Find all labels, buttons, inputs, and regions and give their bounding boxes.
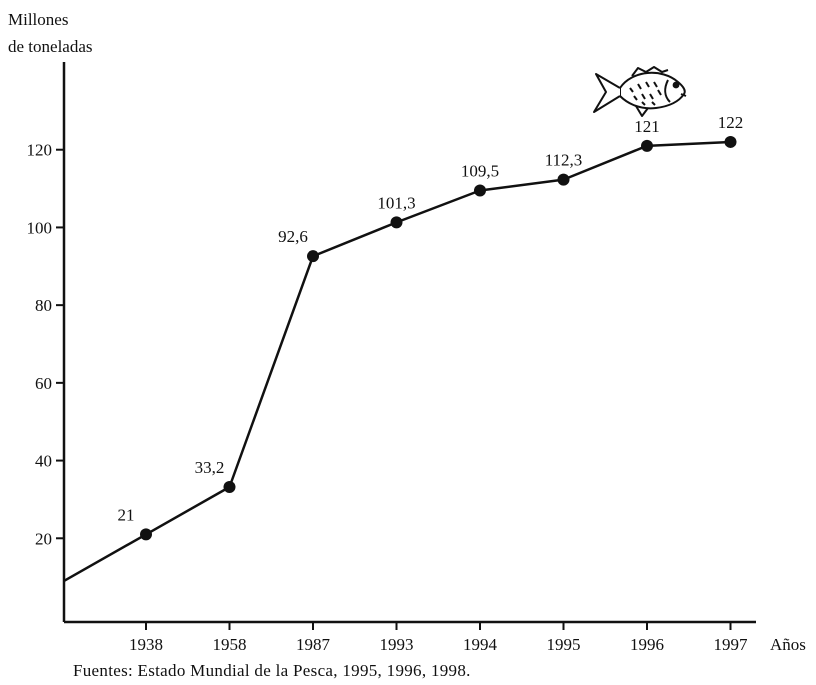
data-point	[390, 216, 403, 229]
data-point	[223, 480, 236, 493]
x-axis-title: Años	[770, 635, 806, 654]
data-point	[557, 173, 570, 186]
x-tick-label: 1997	[714, 635, 749, 654]
data-label: 33,2	[195, 458, 225, 477]
data-point	[140, 528, 152, 541]
x-tick-label: 1993	[380, 635, 414, 654]
x-ticks: 1938 1958 1987 1993 1994 1995 1996 1997	[129, 622, 748, 654]
data-point	[724, 135, 737, 148]
fish-icon	[593, 66, 687, 117]
data-label: 21	[118, 505, 135, 524]
x-tick-label: 1995	[547, 635, 581, 654]
data-point	[307, 250, 319, 263]
y-tick-label: 100	[27, 218, 53, 237]
data-point	[474, 184, 486, 197]
y-tick-label: 80	[35, 296, 52, 315]
x-tick-label: 1938	[129, 635, 163, 654]
series-line-group: 21 33,2 92,6 101,3 109,5 112,3 121 122	[63, 113, 744, 583]
data-point	[641, 139, 653, 152]
data-label: 92,6	[278, 227, 308, 246]
y-axis-title-line2: de toneladas	[8, 37, 93, 56]
data-label: 112,3	[545, 151, 583, 170]
x-tick-label: 1958	[213, 635, 247, 654]
fishery-chart: Millones de toneladas Años 20 40 60 80 100 12…	[8, 10, 806, 654]
y-axis-title-line1: Millones	[8, 10, 68, 29]
source-note: Fuentes: Estado Mundial de la Pesca, 199…	[73, 661, 471, 680]
y-tick-label: 60	[35, 374, 52, 393]
y-tick-label: 40	[35, 452, 52, 471]
x-tick-label: 1994	[463, 635, 498, 654]
data-label: 121	[634, 117, 660, 136]
y-tick-label: 120	[27, 141, 53, 160]
y-ticks: 20 40 60 80 100 120	[27, 141, 64, 548]
data-label: 109,5	[461, 162, 499, 181]
y-tick-label: 20	[35, 529, 52, 548]
data-label: 122	[718, 113, 744, 132]
x-tick-label: 1987	[296, 635, 331, 654]
data-label: 101,3	[377, 193, 415, 212]
x-tick-label: 1996	[630, 635, 664, 654]
